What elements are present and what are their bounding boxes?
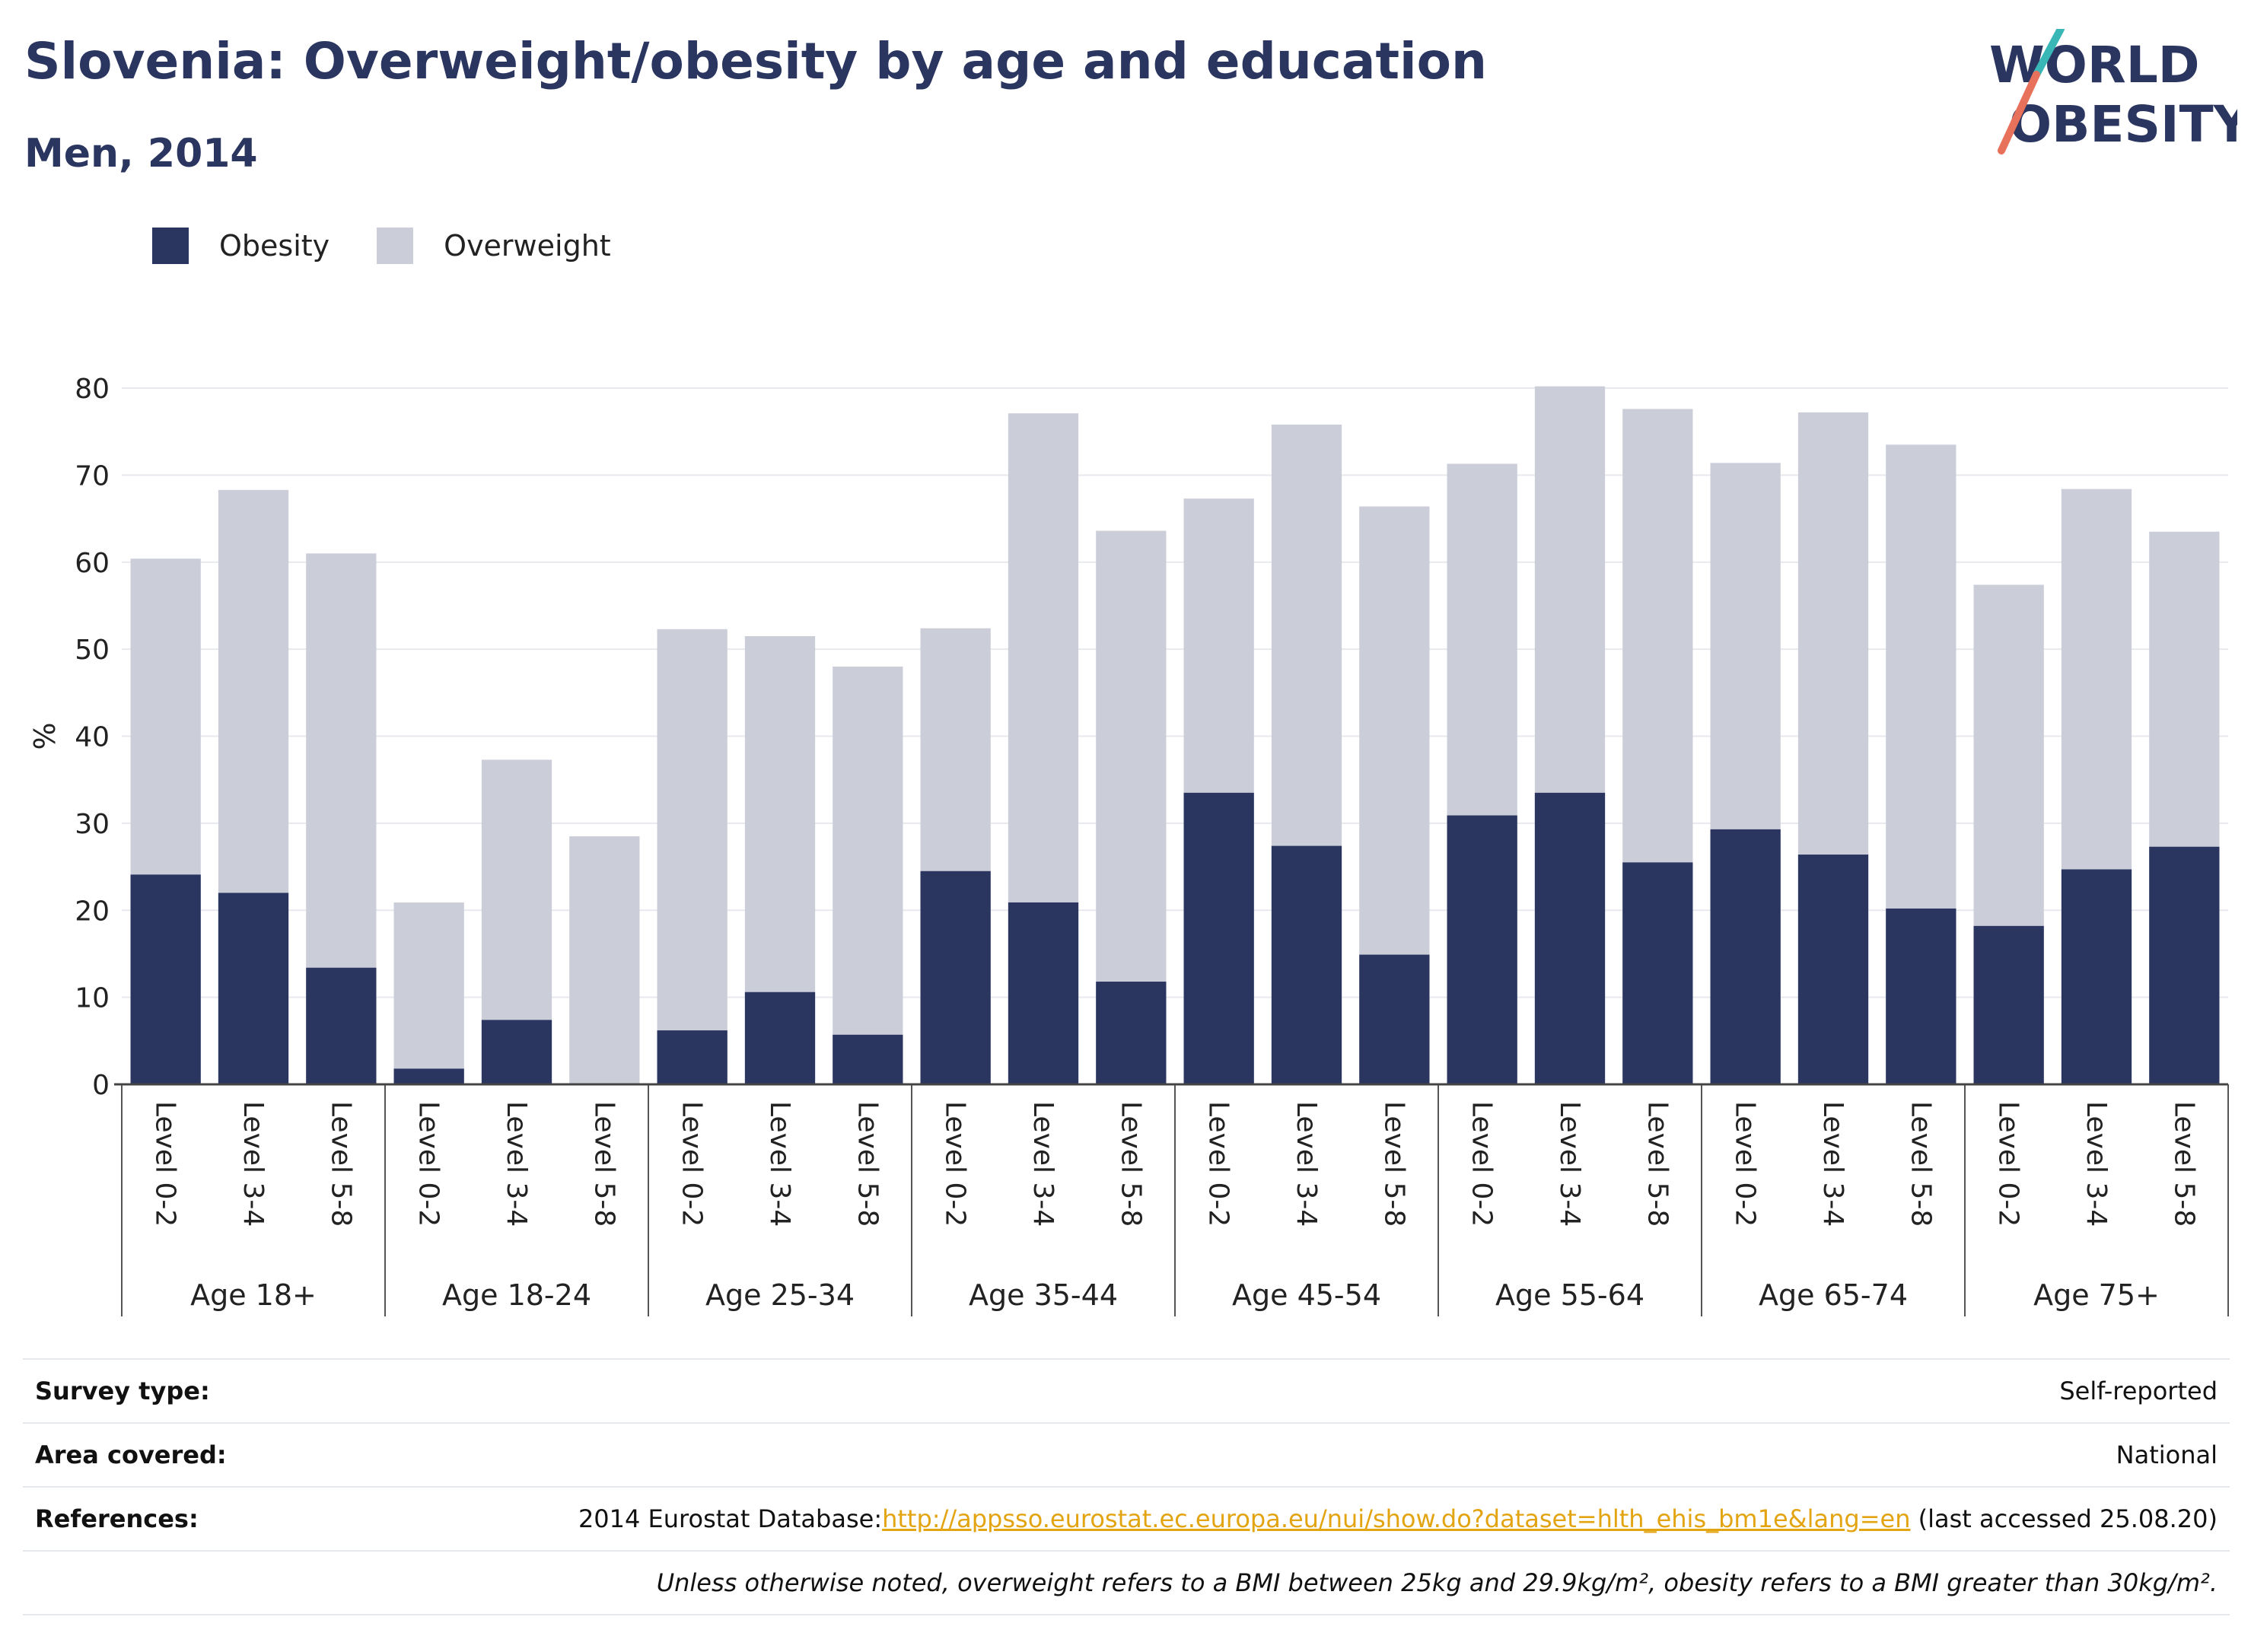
bar-obesity	[130, 874, 201, 1084]
logo-slash-red	[1998, 71, 2040, 154]
info-row-area: Area covered: National	[23, 1422, 2230, 1486]
x-tick-label: Level 3-4	[2081, 1101, 2112, 1227]
info-row-survey: Survey type: Self-reported	[23, 1358, 2230, 1422]
bar-obesity	[218, 893, 289, 1084]
group-label: Age 18+	[190, 1278, 317, 1312]
bar-obesity	[1973, 925, 2044, 1084]
x-tick-label: Level 5-8	[1905, 1101, 1936, 1227]
bar-obesity	[393, 1068, 464, 1084]
bar-obesity	[1534, 792, 1606, 1084]
y-tick-label: 60	[75, 548, 110, 579]
area-covered-value: National	[2116, 1440, 2218, 1469]
y-tick-label: 70	[75, 460, 110, 492]
legend-swatch-obesity	[152, 228, 189, 264]
legend-item-overweight[interactable]: Overweight	[377, 228, 611, 264]
x-tick-label: Level 5-8	[1115, 1101, 1146, 1227]
x-tick-label: Level 3-4	[1027, 1101, 1059, 1227]
logo-line1: WORLD	[1989, 36, 2200, 94]
y-axis-label: %	[28, 722, 62, 750]
x-tick-label: Level 0-2	[940, 1101, 971, 1227]
legend: Obesity Overweight	[152, 225, 658, 266]
chart-subtitle: Men, 2014	[24, 131, 258, 177]
group-label: Age 55-64	[1495, 1278, 1644, 1312]
y-tick-label: 80	[75, 374, 110, 405]
bar-obesity	[1008, 902, 1079, 1084]
x-tick-label: Level 5-8	[1641, 1101, 1673, 1227]
references-value: 2014 Eurostat Database:http://appsso.eur…	[578, 1504, 2218, 1533]
world-obesity-logo[interactable]: WORLD OBESITY	[1979, 29, 2237, 166]
info-row-note: Unless otherwise noted, overweight refer…	[23, 1550, 2230, 1615]
x-tick-label: Level 3-4	[501, 1101, 532, 1227]
group-label: Age 35-44	[969, 1278, 1118, 1312]
references-link[interactable]: http://appsso.eurostat.ec.europa.eu/nui/…	[882, 1504, 1911, 1533]
x-tick-label: Level 0-2	[1730, 1101, 1761, 1227]
bar-obesity	[1622, 862, 1693, 1084]
bar-obesity	[1447, 815, 1517, 1084]
references-label: References:	[35, 1504, 199, 1533]
legend-swatch-overweight	[377, 228, 414, 264]
info-table: Survey type: Self-reported Area covered:…	[23, 1358, 2230, 1615]
y-tick-label: 50	[75, 635, 110, 666]
x-tick-label: Level 0-2	[150, 1101, 181, 1227]
bar-obesity	[306, 967, 377, 1084]
y-tick-label: 40	[75, 722, 110, 753]
bar-overweight	[833, 667, 903, 1084]
bar-chart: 0 10 20 30 40 50 60 70 80% Level 0-2 Level 3-4 Leve…	[28, 374, 2229, 1316]
area-covered-label: Area covered:	[35, 1440, 227, 1469]
bar-overweight	[657, 629, 728, 1084]
legend-label-obesity: Obesity	[219, 229, 330, 263]
x-tick-label: Level 5-8	[2168, 1101, 2199, 1227]
bar-obesity	[744, 992, 816, 1084]
bar-obesity	[1710, 829, 1781, 1084]
bar-obesity	[1183, 792, 1254, 1084]
x-tick-label: Level 0-2	[677, 1101, 708, 1227]
bar-obesity	[1359, 954, 1430, 1084]
logo-slash-teal	[2033, 29, 2065, 78]
bar-obesity	[481, 1020, 552, 1084]
info-row-references: References: 2014 Eurostat Database:http:…	[23, 1486, 2230, 1550]
survey-type-value: Self-reported	[2059, 1377, 2218, 1405]
x-tick-label: Level 0-2	[1466, 1101, 1498, 1227]
x-tick-label: Level 3-4	[1554, 1101, 1585, 1227]
x-tick-label: Level 0-2	[413, 1101, 444, 1227]
group-label: Age 25-34	[705, 1278, 855, 1312]
bar-obesity	[920, 871, 991, 1084]
y-tick-label: 0	[92, 1070, 110, 1101]
bar-obesity	[1096, 982, 1167, 1084]
x-tick-label: Level 5-8	[325, 1101, 356, 1227]
bar-obesity	[657, 1030, 728, 1084]
x-tick-label: Level 3-4	[237, 1101, 269, 1227]
chart-title: Slovenia: Overweight/obesity by age and …	[24, 32, 1487, 91]
x-tick-label: Level 3-4	[1291, 1101, 1322, 1227]
legend-label-overweight: Overweight	[444, 229, 611, 263]
legend-item-obesity[interactable]: Obesity	[152, 228, 330, 264]
bar-overweight	[393, 902, 464, 1084]
x-tick-label: Level 5-8	[852, 1101, 883, 1227]
x-tick-label: Level 0-2	[1993, 1101, 2024, 1227]
y-tick-label: 30	[75, 809, 110, 840]
y-tick-label: 20	[75, 896, 110, 927]
group-label: Age 65-74	[1759, 1278, 1908, 1312]
x-tick-label: Level 3-4	[764, 1101, 795, 1227]
logo-line2: OBESITY	[2009, 95, 2237, 154]
group-label: Age 18-24	[442, 1278, 591, 1312]
references-suffix: (last accessed 25.08.20)	[1910, 1504, 2218, 1533]
bar-obesity	[1271, 845, 1342, 1084]
x-tick-label: Level 3-4	[1817, 1101, 1848, 1227]
bar-obesity	[1886, 908, 1956, 1084]
bmi-note: Unless otherwise noted, overweight refer…	[656, 1568, 2218, 1597]
survey-type-label: Survey type:	[35, 1377, 210, 1405]
references-prefix: 2014 Eurostat Database:	[578, 1504, 883, 1533]
bar-obesity	[2149, 846, 2220, 1084]
x-tick-label: Level 5-8	[588, 1101, 619, 1227]
bar-overweight	[569, 836, 640, 1084]
x-tick-label: Level 5-8	[1378, 1101, 1409, 1227]
x-tick-label: Level 0-2	[1203, 1101, 1234, 1227]
bar-obesity	[2061, 869, 2132, 1084]
group-label: Age 45-54	[1232, 1278, 1381, 1312]
group-label: Age 75+	[2033, 1278, 2160, 1312]
bar-obesity	[833, 1034, 903, 1084]
y-tick-label: 10	[75, 983, 110, 1014]
bar-obesity	[1797, 855, 1869, 1084]
